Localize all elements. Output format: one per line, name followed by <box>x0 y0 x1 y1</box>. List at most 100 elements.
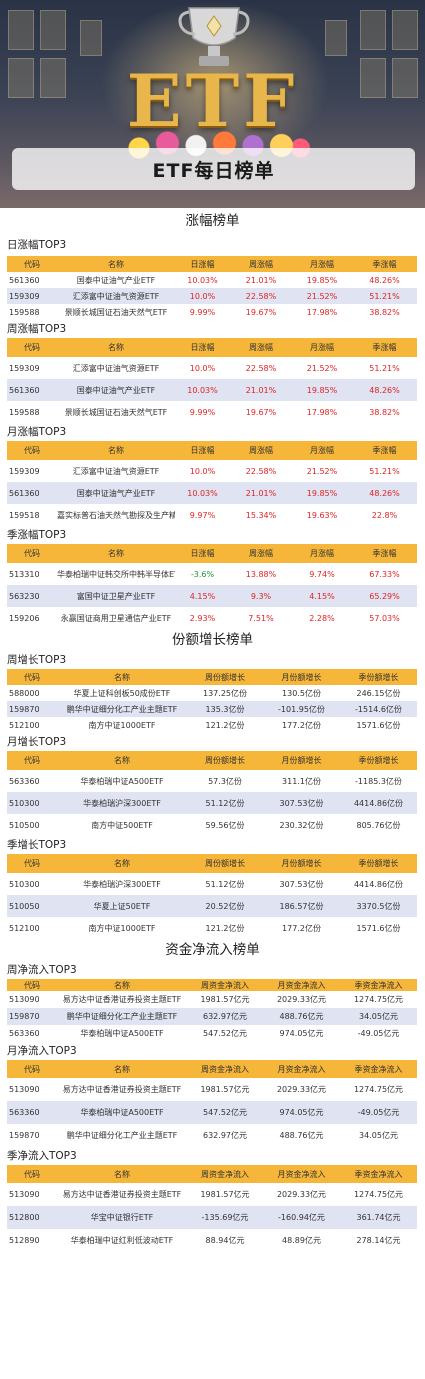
metric-value: 19.63% <box>306 510 338 520</box>
metric-value: -49.05亿元 <box>357 1029 400 1038</box>
ranking-table: 代码 名称 周份额增长 月份额增长 季份额增长 563360 华泰柏瑞中证A500ETF 57… <box>7 751 417 836</box>
fund-code: 159588 <box>9 307 40 317</box>
column-header: 名称 <box>57 256 175 272</box>
column-header: 名称 <box>57 441 175 460</box>
fund-code: 159588 <box>9 407 40 417</box>
metric-value: 19.67% <box>245 407 277 417</box>
metric-value: 34.05亿元 <box>340 1008 417 1025</box>
table-row: 159870 鹏华中证细分化工产业主题ETF 632.97亿元 488.76亿元 34.… <box>7 1008 417 1025</box>
column-header: 月资金净流入 <box>263 1165 340 1183</box>
metric-value: 22.8% <box>371 510 398 520</box>
fund-code: 159870 <box>9 1131 40 1140</box>
fund-code: 563360 <box>9 1029 40 1038</box>
metric-value: 1571.6亿份 <box>356 720 401 730</box>
column-header: 名称 <box>57 544 175 563</box>
fund-name: 国泰中证油气产业ETF <box>76 275 156 285</box>
metric-value: 22.58% <box>245 466 277 476</box>
table-header-row: 代码 名称 日涨幅 周涨幅 月涨幅 季涨幅 <box>7 441 417 460</box>
column-header: 季涨幅 <box>352 544 417 563</box>
metric-value: 2029.33亿元 <box>276 995 327 1004</box>
metric-value: 805.76亿份 <box>356 820 401 830</box>
column-header: 日涨幅 <box>175 441 230 460</box>
fund-name: 汇添富中证油气资源ETF <box>57 288 175 304</box>
metric-value: 974.05亿元 <box>279 1029 324 1038</box>
column-header: 代码 <box>7 256 57 272</box>
metric-value: 547.52亿元 <box>203 1029 247 1038</box>
metric-value: 2029.33亿元 <box>276 1085 327 1094</box>
fund-name: 华夏上证科创板50成份ETF <box>73 688 171 698</box>
column-header: 周资金净流入 <box>187 1165 263 1183</box>
metric-value: 21.01% <box>230 379 292 401</box>
metric-value: 4414.86亿份 <box>353 879 404 889</box>
metric-value: 9.99% <box>189 407 216 417</box>
table-header-row: 代码 名称 周资金净流入 月资金净流入 季资金净流入 <box>7 1165 417 1183</box>
column-header: 季份额增长 <box>340 751 417 770</box>
table-row: 513090 易方达中证香港证券投资主题ETF 1981.57亿元 2029.33亿元… <box>7 1183 417 1206</box>
metric-value: 488.76亿元 <box>263 1008 340 1025</box>
metric-value: 230.32亿份 <box>279 820 324 830</box>
column-header: 名称 <box>57 1060 187 1078</box>
fund-code: 512890 <box>9 1236 40 1245</box>
metric-value: 3370.5亿份 <box>340 895 417 917</box>
fund-code: 563230 <box>7 585 57 607</box>
column-header: 周份额增长 <box>187 751 263 770</box>
table-header-row: 代码 名称 周份额增长 月份额增长 季份额增长 <box>7 751 417 770</box>
metric-value: 59.56亿份 <box>205 820 245 830</box>
metric-value: 547.52亿元 <box>187 1101 263 1124</box>
fund-code: 513090 <box>9 995 40 1004</box>
metric-value: 48.26% <box>352 482 417 504</box>
ranking-table: 代码 名称 日涨幅 周涨幅 月涨幅 季涨幅 159309 汇添富中证油气资源ETF 10.0% 2… <box>7 441 417 526</box>
column-header: 周份额增长 <box>187 669 263 685</box>
metric-value: 137.25亿份 <box>203 688 247 698</box>
section-title: 涨幅榜单 <box>185 213 240 229</box>
metric-value: 10.03% <box>175 379 230 401</box>
table-row: 159870 鹏华中证细分化工产业主题ETF 135.3亿份 -101.95亿份 -15… <box>7 701 417 717</box>
metric-value: 2029.33亿元 <box>276 1190 327 1199</box>
metric-value: 57.03% <box>369 613 400 623</box>
metric-value: 34.05亿元 <box>359 1131 398 1140</box>
metric-value: 57.3亿份 <box>208 776 242 786</box>
metric-value: 1274.75亿元 <box>353 1190 404 1199</box>
metric-value: 9.97% <box>189 510 216 520</box>
rankings-content: 涨幅榜单 日涨幅TOP3 代码 名称 日涨幅 周涨幅 月涨幅 季涨幅 561360 国泰中证油气产… <box>0 208 425 1252</box>
metric-value: 38.82% <box>369 307 400 317</box>
fund-code: 159518 <box>9 510 40 520</box>
table-row: 561360 国泰中证油气产业ETF 10.03% 21.01% 19.85% 48.26… <box>7 272 417 288</box>
metric-value: -101.95亿份 <box>263 701 340 717</box>
fund-name: 永赢国证商用卫星通信产业ETF <box>60 613 172 623</box>
table-row: 159870 鹏华中证细分化工产业主题ETF 632.97亿元 488.76亿元 34.… <box>7 1124 417 1147</box>
column-header: 月涨幅 <box>292 256 352 272</box>
metric-value: 17.98% <box>306 407 338 417</box>
column-header: 日涨幅 <box>175 338 230 357</box>
table-row: 512100 南方中证1000ETF 121.2亿份 177.2亿份 1571.6亿份 <box>7 717 417 733</box>
metric-value: 974.05亿元 <box>263 1101 340 1124</box>
metric-value: 88.94亿元 <box>205 1236 245 1245</box>
column-header: 代码 <box>7 669 57 685</box>
metric-value: -1514.6亿份 <box>340 701 417 717</box>
fund-code: 510300 <box>9 879 40 889</box>
metric-value: 2.93% <box>189 613 216 623</box>
group-title: 季涨幅TOP3 <box>7 529 67 541</box>
metric-value: 10.0% <box>189 363 216 373</box>
metric-value: 10.03% <box>175 482 230 504</box>
table-header-row: 代码 名称 周资金净流入 月资金净流入 季资金净流入 <box>7 979 417 991</box>
fund-name: 华泰柏瑞中证A500ETF <box>57 1101 187 1124</box>
table-header-row: 代码 名称 周份额增长 月份额增长 季份额增长 <box>7 669 417 685</box>
column-header: 月份额增长 <box>263 854 340 873</box>
column-header: 日涨幅 <box>175 256 230 272</box>
metric-value: 2.28% <box>309 613 335 623</box>
column-header: 代码 <box>7 979 57 991</box>
fund-name: 华泰柏瑞沪深300ETF <box>83 879 161 889</box>
group-title: 月增长TOP3 <box>7 736 67 748</box>
metric-value: 9.99% <box>189 307 216 317</box>
table-row: 510300 华泰柏瑞沪深300ETF 51.12亿份 307.53亿份 4414.86… <box>7 792 417 814</box>
column-header: 季涨幅 <box>352 338 417 357</box>
metric-value: 22.58% <box>230 288 292 304</box>
column-header: 名称 <box>57 338 175 357</box>
metric-value: 21.52% <box>292 288 352 304</box>
fund-code: 561360 <box>7 379 57 401</box>
metric-value: 22.58% <box>245 363 277 373</box>
fund-code: 513090 <box>9 1190 40 1199</box>
table-row: 588000 华夏上证科创板50成份ETF 137.25亿份 130.5亿份 246.1… <box>7 685 417 701</box>
